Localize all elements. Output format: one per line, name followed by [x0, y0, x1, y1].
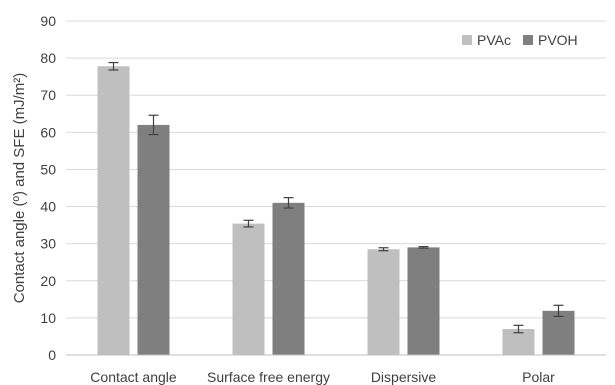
bar-pvac-2: [367, 249, 400, 355]
error-bar: [378, 247, 389, 252]
y-tick-label: 50: [40, 161, 56, 177]
bar-pvac-0: [97, 66, 130, 355]
y-tick-label: 0: [48, 347, 56, 363]
y-tick-labels: 0 10 20 30 40 50 60 70 80 90: [40, 13, 56, 363]
y-tick-label: 20: [40, 273, 56, 289]
legend-item-pvac: PVAc: [462, 32, 511, 48]
legend: PVAc PVOH: [462, 32, 578, 48]
x-tick-label: Polar: [522, 369, 555, 385]
error-bars: [108, 61, 564, 334]
x-tick-label: Dispersive: [371, 369, 437, 385]
bar-pvoh-2: [407, 247, 440, 355]
bar-pvac-1: [232, 223, 265, 355]
y-axis-label: Contact angle (º) and SFE (mJ/m²): [11, 73, 28, 304]
error-bar: [418, 246, 429, 249]
error-bar: [553, 304, 564, 318]
error-bar: [513, 324, 524, 334]
y-tick-label: 60: [40, 124, 56, 140]
legend-swatch: [462, 35, 472, 45]
legend-label: PVAc: [477, 32, 511, 48]
bar-pvac-3: [502, 329, 535, 355]
y-tick-label: 70: [40, 87, 56, 103]
error-bar: [108, 61, 119, 71]
x-tick-label: Contact angle: [90, 369, 177, 385]
legend-label: PVOH: [538, 32, 578, 48]
legend-swatch: [522, 35, 533, 45]
error-bar: [283, 197, 294, 209]
bars: [97, 66, 575, 356]
x-tick-label: Surface free energy: [207, 369, 330, 385]
y-tick-label: 80: [40, 50, 56, 66]
bar-pvoh-3: [542, 310, 575, 355]
bar-pvoh-1: [272, 202, 305, 355]
y-tick-label: 30: [40, 236, 56, 252]
x-tick-labels: Contact angle Surface free energy Dispersi…: [90, 369, 555, 385]
bar-pvoh-0: [137, 124, 170, 356]
y-tick-label: 10: [40, 310, 56, 326]
error-bar: [148, 114, 159, 136]
error-bar: [243, 219, 254, 228]
legend-item-pvoh: PVOH: [522, 32, 578, 48]
y-tick-label: 40: [40, 199, 56, 215]
y-tick-label: 90: [40, 13, 56, 29]
